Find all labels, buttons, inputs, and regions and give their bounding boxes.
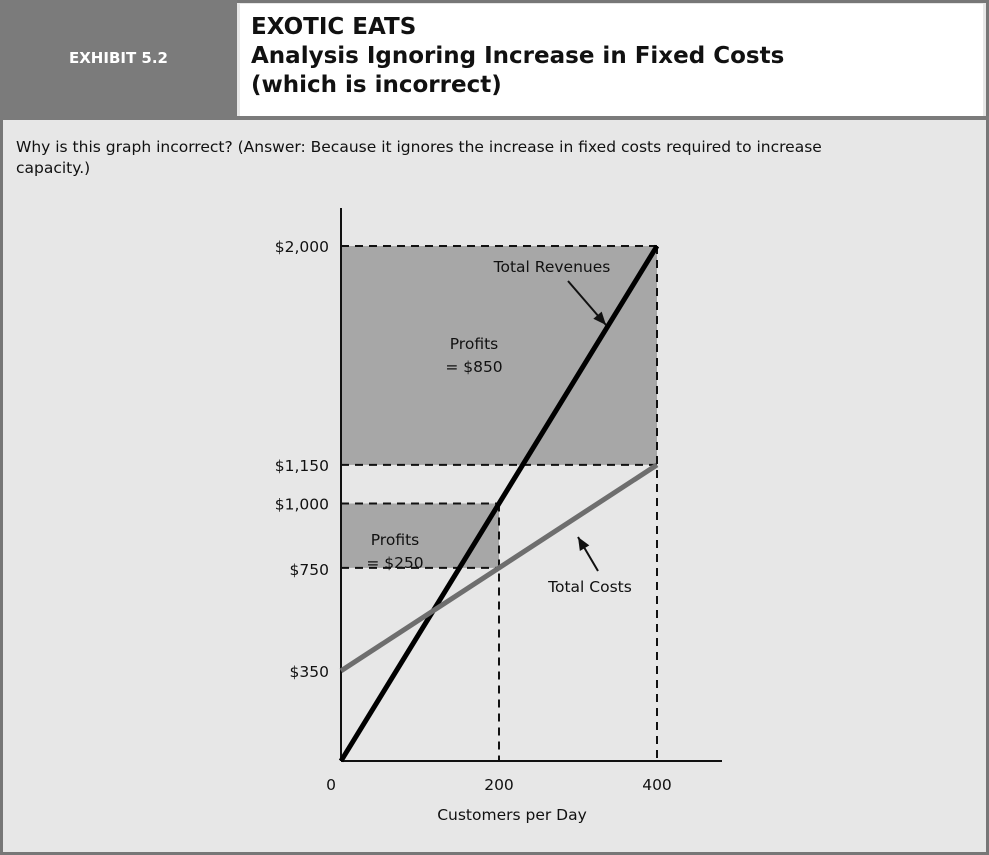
exhibit-label: EXHIBIT 5.2 [0,0,237,116]
question-text: Why is this graph incorrect? (Answer: Be… [16,138,822,177]
profit-region-1 [341,246,657,465]
x-tick-label: 400 [642,776,672,794]
series-lines [338,244,660,763]
title-line-3: (which is incorrect) [251,72,502,98]
arrow-total-costs [577,536,599,572]
chart-labels: $350 $750 $1,000 $1,150 $2,000 0 200 400 Custome… [275,238,672,824]
x-axis-label: Customers per Day [437,806,587,824]
profit-label-line2: = $850 [445,358,502,376]
x-tick-label: 0 [326,776,336,794]
exhibit-header: EXOTIC EATS Analysis Ignoring Increase i… [240,4,983,116]
x-tick-label: 200 [484,776,514,794]
y-tick-label: $750 [290,561,329,579]
guide-lines [341,245,658,761]
header-divider [0,116,989,120]
profit-label-line1: Profits [371,531,420,549]
y-tick-label: $2,000 [275,238,329,256]
profit-regions [341,246,657,568]
profit-label-line2: = $250 [366,554,423,572]
profit-region-2 [341,503,499,568]
series-line-total-costs [339,462,659,673]
exhibit-label-text: EXHIBIT 5.2 [69,49,168,67]
y-tick-label: $1,150 [275,457,329,475]
title-line-1: EXOTIC EATS [251,14,417,40]
title-line-2: Analysis Ignoring Increase in Fixed Cost… [251,43,785,69]
arrow-total-revenues [567,280,607,326]
y-tick-label: $1,000 [275,496,329,514]
series-line-total-revenues [338,244,660,763]
series-label-total-revenues: Total Revenues [493,258,611,276]
y-tick-label: $350 [290,663,329,681]
series-label-total-costs: Total Costs [547,578,632,596]
profit-label-line1: Profits [450,335,499,353]
